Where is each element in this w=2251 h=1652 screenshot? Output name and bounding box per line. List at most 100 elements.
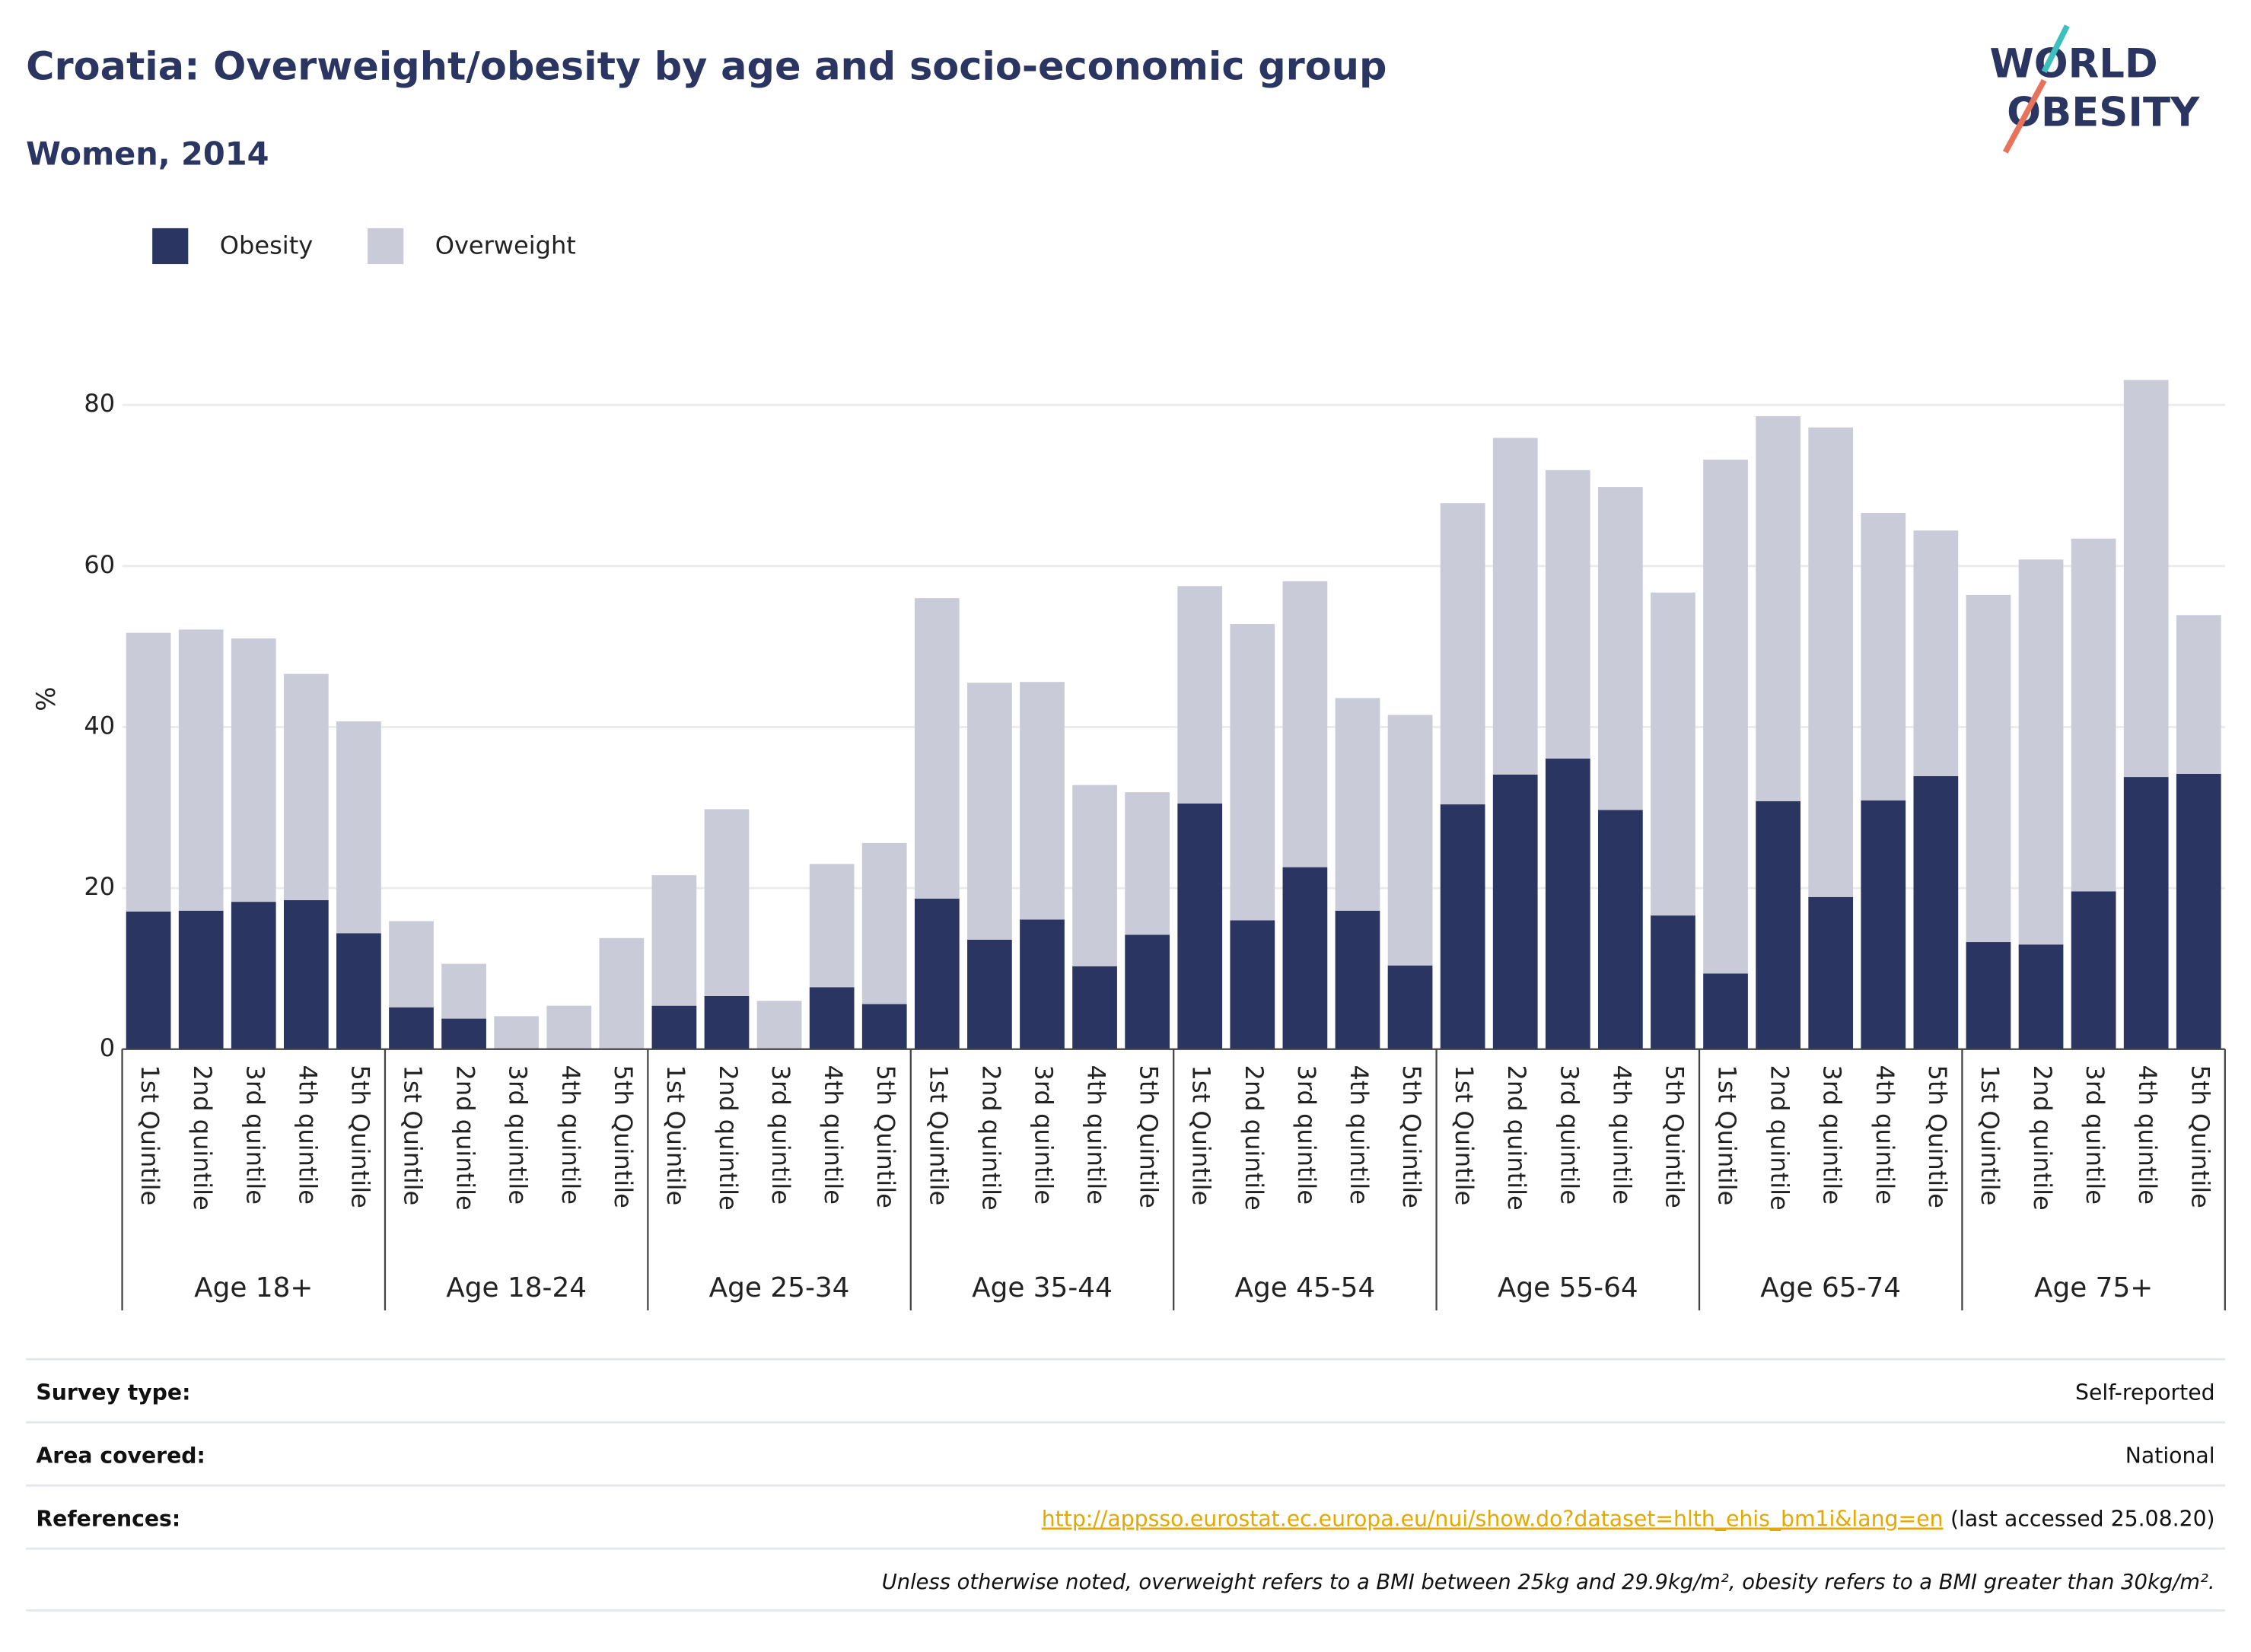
- bar-segment: [1545, 758, 1590, 1049]
- footer-label: Survey type:: [36, 1380, 190, 1405]
- bar-segment: [1125, 792, 1170, 935]
- bar-segment: [1861, 512, 1906, 801]
- footnote: Unless otherwise noted, overweight refer…: [882, 1571, 2215, 1594]
- x-tick-label: 2nd quintile: [188, 1065, 217, 1211]
- bar-segment: [1072, 785, 1117, 966]
- group-label: Age 55-64: [1498, 1272, 1638, 1303]
- x-tick-label: 5th Quintile: [345, 1065, 374, 1208]
- bar-segment: [283, 900, 329, 1049]
- bar-segment: [1020, 682, 1065, 920]
- bar-segment: [336, 933, 381, 1049]
- bar-segment: [1703, 460, 1748, 974]
- x-tick-label: 4th quintile: [2133, 1065, 2162, 1205]
- x-tick-label: 3rd quintile: [1029, 1065, 1058, 1205]
- x-tick-label: 3rd quintile: [504, 1065, 533, 1205]
- footer-label: References:: [36, 1506, 180, 1531]
- y-tick-label: 80: [84, 389, 115, 418]
- bar-segment: [336, 721, 381, 934]
- x-tick-label: 5th Quintile: [1923, 1065, 1952, 1208]
- bar-segment: [1335, 910, 1380, 1049]
- x-tick-label: 1st Quintile: [661, 1065, 690, 1206]
- bar-segment: [914, 598, 960, 899]
- x-tick-label: 3rd quintile: [1818, 1065, 1847, 1205]
- chart-title: Croatia: Overweight/obesity by age and s…: [26, 45, 1387, 90]
- bar-segment: [1598, 487, 1643, 810]
- legend-swatch: [152, 228, 189, 265]
- legend-label: Obesity: [220, 231, 313, 259]
- bar-segment: [178, 910, 224, 1049]
- bar-segment: [967, 939, 1012, 1049]
- x-tick-label: 5th Quintile: [1660, 1065, 1689, 1208]
- bar-segment: [1545, 469, 1590, 759]
- x-tick-label: 1st Quintile: [924, 1065, 953, 1206]
- x-tick-label: 2nd quintile: [2028, 1065, 2057, 1211]
- bar-segment: [1808, 427, 1854, 897]
- group-label: Age 35-44: [972, 1272, 1113, 1303]
- x-tick-label: 4th quintile: [1607, 1065, 1636, 1205]
- x-tick-label: 3rd quintile: [240, 1065, 269, 1205]
- bar-segment: [1703, 973, 1748, 1049]
- y-tick-label: 20: [84, 872, 115, 901]
- bar-segment: [1282, 867, 1328, 1049]
- y-tick-label: 40: [84, 711, 115, 740]
- bar-segment: [704, 995, 750, 1049]
- bar-segment: [1440, 804, 1485, 1049]
- reference-link[interactable]: http://appsso.eurostat.ec.europa.eu/nui/…: [1042, 1506, 1944, 1531]
- bar-segment: [2123, 777, 2169, 1049]
- bar-segment: [756, 1001, 802, 1049]
- bar-segment: [1282, 581, 1328, 867]
- bar-segment: [1966, 594, 2011, 943]
- bar-segment: [861, 842, 907, 1004]
- bar-segment: [494, 1016, 540, 1049]
- x-tick-label: 4th quintile: [293, 1065, 322, 1205]
- bar-segment: [126, 632, 171, 912]
- bar-segment: [1966, 942, 2011, 1049]
- x-tick-label: 2nd quintile: [451, 1065, 480, 1211]
- group-label: Age 45-54: [1234, 1272, 1375, 1303]
- bar-segment: [1651, 592, 1695, 916]
- chart-subtitle: Women, 2014: [26, 135, 269, 173]
- x-tick-label: 4th quintile: [556, 1065, 585, 1205]
- bar-segment: [2018, 559, 2064, 945]
- footer-value: National: [2125, 1443, 2215, 1468]
- x-tick-label: 3rd quintile: [2081, 1065, 2109, 1205]
- x-tick-label: 5th Quintile: [609, 1065, 638, 1208]
- bar-segment: [809, 864, 855, 988]
- y-axis-label: %: [31, 686, 62, 711]
- bar-segment: [861, 1004, 907, 1049]
- bar-segment: [389, 1007, 434, 1049]
- bar-segment: [1387, 715, 1433, 966]
- logo-slash: [2041, 24, 2070, 73]
- bar-segment: [283, 673, 329, 901]
- bar-segment: [178, 629, 224, 911]
- bar-segment: [651, 1005, 697, 1049]
- footer-value: Self-reported: [2075, 1380, 2215, 1405]
- x-tick-label: 1st Quintile: [399, 1065, 428, 1206]
- legend-swatch: [368, 228, 404, 265]
- x-tick-label: 3rd quintile: [1555, 1065, 1584, 1205]
- x-tick-label: 4th quintile: [1871, 1065, 1899, 1205]
- bar-segment: [1651, 915, 1695, 1049]
- bar-segment: [2018, 944, 2064, 1049]
- bar-segment: [1861, 800, 1906, 1049]
- bar-segment: [1492, 774, 1538, 1049]
- bar-segment: [546, 1005, 592, 1049]
- bar-segment: [1230, 920, 1275, 1049]
- group-label: Age 25-34: [709, 1272, 850, 1303]
- bar-segment: [2123, 380, 2169, 778]
- bar-segment: [231, 638, 276, 902]
- bar-segment: [809, 987, 855, 1049]
- logo-text: OBESITY: [2007, 90, 2200, 136]
- bar-segment: [1913, 530, 1959, 777]
- x-tick-label: 4th quintile: [1345, 1065, 1374, 1205]
- bar-segment: [967, 683, 1012, 940]
- x-tick-label: 2nd quintile: [976, 1065, 1005, 1211]
- bar-segment: [2071, 538, 2116, 892]
- bar-segment: [1756, 801, 1800, 1049]
- bar-segment: [1440, 503, 1485, 805]
- x-tick-label: 1st Quintile: [135, 1065, 164, 1206]
- bar-segment: [1072, 966, 1117, 1049]
- bar-segment: [2176, 773, 2221, 1049]
